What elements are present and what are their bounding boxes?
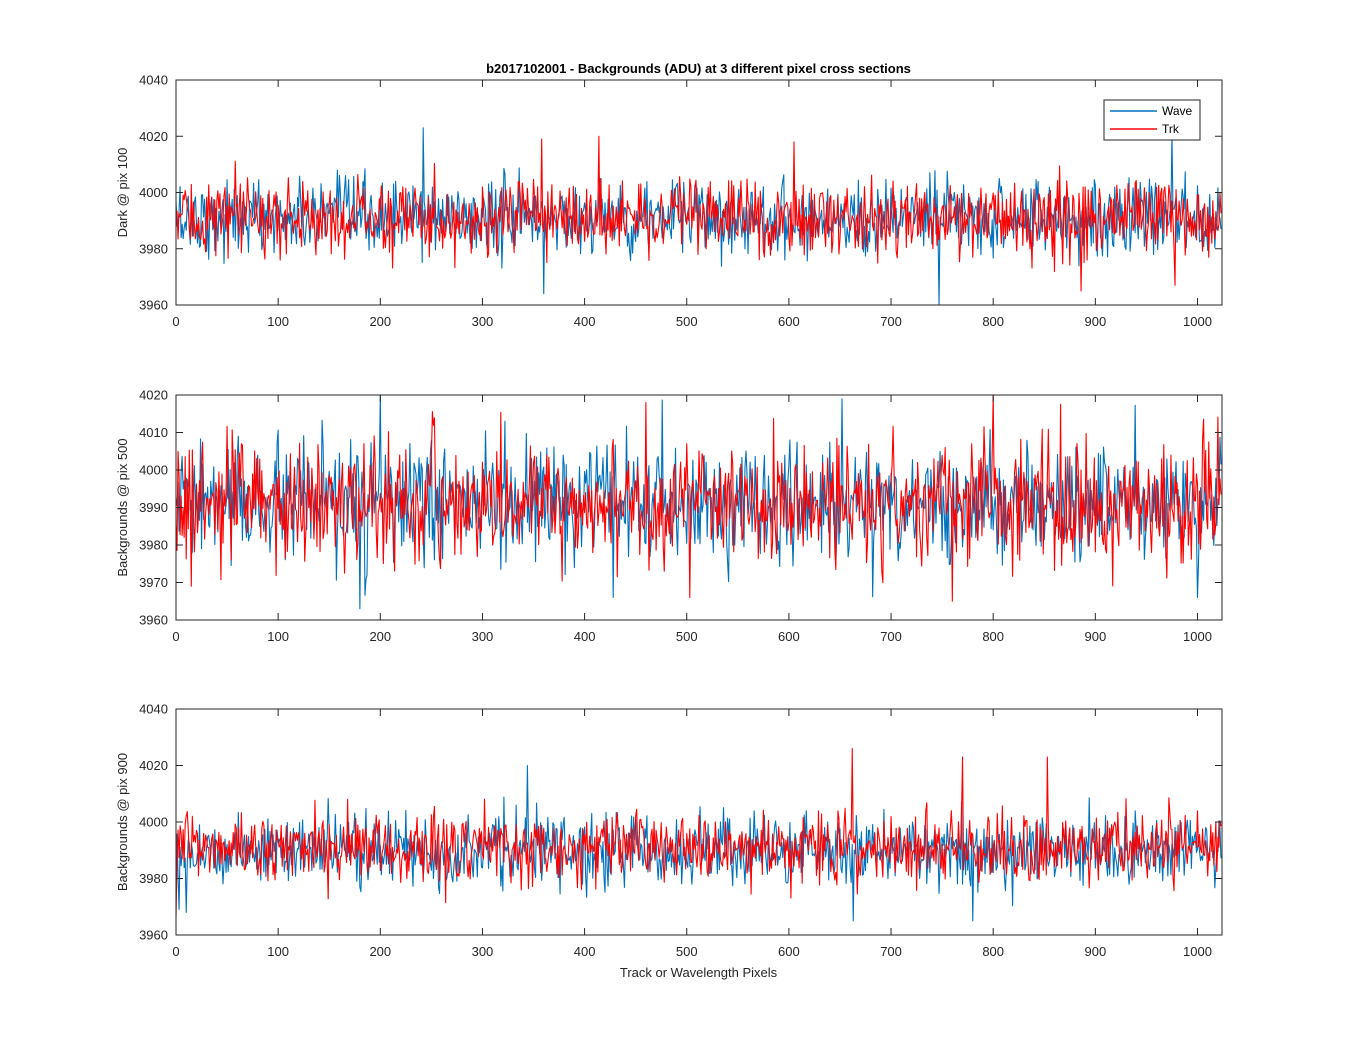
- y-tick-label: 3960: [139, 298, 168, 313]
- x-tick-label: 400: [574, 314, 596, 329]
- y-axis-label-panel-2: Backgrounds @ pix 500: [115, 438, 130, 576]
- x-tick-label: 200: [369, 629, 391, 644]
- y-tick-label: 3990: [139, 500, 168, 515]
- x-tick-label: 0: [172, 944, 179, 959]
- y-axis-label-panel-3: Backgrounds @ pix 900: [115, 753, 130, 891]
- x-tick-label: 900: [1084, 944, 1106, 959]
- panel-2: 0 100 200 300 400 500 600 700 800 900 1000 3960 3970…: [115, 388, 1223, 644]
- x-tick-label: 200: [369, 944, 391, 959]
- y-tick-label: 3970: [139, 575, 168, 590]
- x-tick-label: 1000: [1183, 944, 1212, 959]
- x-tick-label: 200: [369, 314, 391, 329]
- x-tick-label: 0: [172, 629, 179, 644]
- x-tick-label: 400: [574, 629, 596, 644]
- x-axis-label: Track or Wavelength Pixels: [620, 965, 778, 980]
- x-tick-label: 500: [676, 314, 698, 329]
- y-tick-label: 3980: [139, 871, 168, 886]
- y-tick-label: 4020: [139, 758, 168, 773]
- x-tick-label: 100: [267, 629, 289, 644]
- y-tick-label: 3980: [139, 538, 168, 553]
- x-tick-label: 100: [267, 314, 289, 329]
- y-tick-label: 4000: [139, 463, 168, 478]
- y-tick-label: 4000: [139, 185, 168, 200]
- y-tick-label: 3980: [139, 241, 168, 256]
- y-tick-label: 4000: [139, 815, 168, 830]
- y-tick-label: 4010: [139, 425, 168, 440]
- x-tick-label: 900: [1084, 629, 1106, 644]
- x-tick-label: 1000: [1183, 314, 1212, 329]
- series-line-trk-panel-2: [175, 394, 1222, 602]
- legend-box: [1103, 99, 1201, 141]
- y-tick-label: 4040: [139, 73, 168, 88]
- x-tick-label: 300: [472, 944, 494, 959]
- x-tick-label: 1000: [1183, 629, 1212, 644]
- y-axis-label-panel-1: Dark @ pix 100: [115, 148, 130, 238]
- legend-label-wave: Wave: [1162, 104, 1193, 118]
- figure-title: b2017102001 - Backgrounds (ADU) at 3 dif…: [486, 61, 911, 76]
- x-tick-label: 800: [982, 629, 1004, 644]
- x-tick-label: 800: [982, 314, 1004, 329]
- legend-label-trk: Trk: [1162, 122, 1180, 136]
- x-tick-label: 700: [880, 944, 902, 959]
- x-tick-label: 500: [676, 944, 698, 959]
- x-tick-label: 700: [880, 629, 902, 644]
- x-tick-label: 300: [472, 314, 494, 329]
- x-tick-label: 700: [880, 314, 902, 329]
- x-tick-label: 300: [472, 629, 494, 644]
- y-tick-label: 4020: [139, 388, 168, 403]
- y-tick-label: 3960: [139, 613, 168, 628]
- y-tick-label: 3960: [139, 928, 168, 943]
- series-line-trk-panel-1: [175, 135, 1222, 292]
- x-tick-label: 600: [778, 629, 800, 644]
- series-line-trk-panel-3: [175, 748, 1222, 919]
- x-tick-label: 600: [778, 944, 800, 959]
- x-tick-label: 600: [778, 314, 800, 329]
- x-tick-label: 0: [172, 314, 179, 329]
- x-tick-label: 800: [982, 944, 1004, 959]
- panels: 0 100 200 300 400 500 600 700 800 900 100039603980…: [115, 73, 1223, 959]
- x-tick-label: 100: [267, 944, 289, 959]
- x-tick-label: 400: [574, 944, 596, 959]
- y-tick-label: 4020: [139, 129, 168, 144]
- x-tick-label: 500: [676, 629, 698, 644]
- axes-box-panel-1: [175, 79, 1223, 306]
- y-tick-label: 4040: [139, 702, 168, 717]
- x-tick-label: 900: [1084, 314, 1106, 329]
- legend: Wave Trk: [1103, 99, 1201, 141]
- panel-1: 0 100 200 300 400 500 600 700 800 900 1000 3960 3980…: [115, 73, 1223, 329]
- panel-3: 0 100 200 300 400 500 600 700 800 900 1000 3960 3980…: [115, 702, 1223, 959]
